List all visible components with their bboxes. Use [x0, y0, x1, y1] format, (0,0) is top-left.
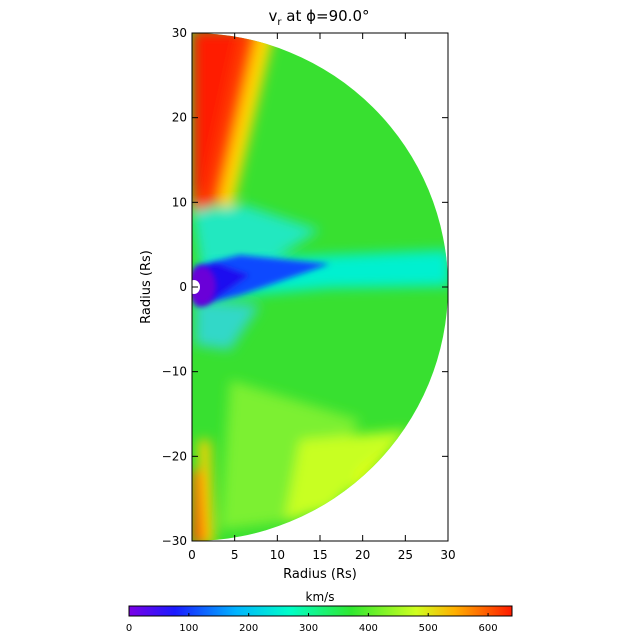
x-tick-label: 25	[398, 548, 413, 562]
north-fast-wind-core	[192, 33, 240, 195]
x-tick-label: 20	[355, 548, 370, 562]
south-yellow-green	[285, 430, 410, 520]
velocity-field	[192, 33, 448, 541]
x-tick-label: 30	[440, 548, 455, 562]
colorbar-tick-label: 0	[126, 623, 132, 634]
south-cyan-wedge	[195, 300, 260, 350]
y-tick-label: 30	[172, 26, 187, 40]
colorbar-label: km/s	[306, 590, 335, 604]
y-tick-label: −10	[162, 365, 187, 379]
colorbar-tick-label: 200	[239, 623, 258, 634]
y-axis-label: Radius (Rs)	[139, 250, 154, 324]
south-fast-wind	[192, 470, 205, 541]
x-axis-label: Radius (Rs)	[283, 567, 357, 582]
colorbar-tick-label: 100	[179, 623, 198, 634]
y-tick-label: 10	[172, 195, 187, 209]
colorbar	[128, 605, 513, 617]
colorbar-tick-label: 400	[359, 623, 378, 634]
y-tick-label: 20	[172, 111, 187, 125]
x-tick-label: 5	[231, 548, 239, 562]
colorbar-tick-label: 600	[479, 623, 498, 634]
south-green-wedge	[220, 380, 360, 530]
chart-title: vr at ϕ=90.0°	[269, 7, 370, 28]
south-yellow-band	[198, 440, 214, 541]
y-tick-label: 0	[179, 280, 187, 294]
axes: 0 5 10 15 20 25 30 30 20 10 0 −10 −20 −30	[162, 26, 456, 562]
x-tick-label: 10	[270, 548, 285, 562]
north-cyan-wedge	[192, 205, 320, 268]
y-tick-label: −20	[162, 449, 187, 463]
colorbar-tick-label: 500	[419, 623, 438, 634]
y-tick-label: −30	[162, 534, 187, 548]
north-yellow-band	[218, 33, 275, 210]
slow-core	[192, 266, 216, 306]
x-tick-label: 15	[312, 548, 327, 562]
colorbar-ticks: 0 100 200 300 400 500 600	[126, 613, 498, 634]
colorbar-tick-label: 300	[299, 623, 318, 634]
x-tick-label: 0	[188, 548, 196, 562]
